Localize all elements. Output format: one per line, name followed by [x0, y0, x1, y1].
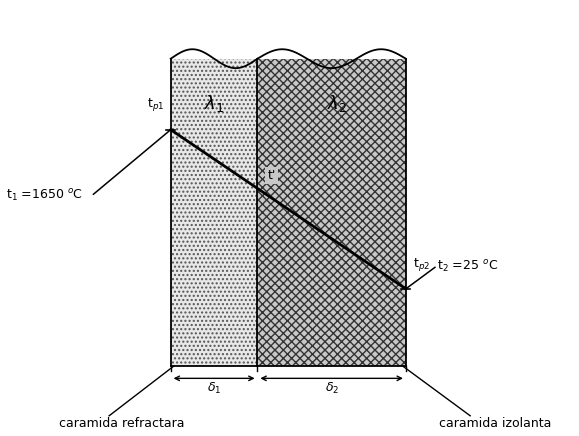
Text: t$_{p1}$: t$_{p1}$ [146, 96, 164, 113]
Text: t': t' [267, 169, 276, 182]
Text: t$_{p2}$: t$_{p2}$ [413, 255, 430, 272]
Text: $\delta_1$: $\delta_1$ [207, 381, 221, 395]
Text: t$_2$ =25 $^o$C: t$_2$ =25 $^o$C [437, 259, 498, 276]
Text: $\delta_2$: $\delta_2$ [324, 381, 339, 395]
Bar [171, 59, 258, 366]
Text: $\lambda_1$: $\lambda_1$ [204, 93, 224, 114]
Bar [171, 59, 258, 366]
Text: t$_1$ =1650 $^o$C: t$_1$ =1650 $^o$C [6, 188, 83, 204]
Bar [258, 59, 406, 366]
Text: caramida izolanta: caramida izolanta [439, 417, 552, 429]
Text: caramida refractara: caramida refractara [58, 417, 184, 429]
Text: $\lambda_2$: $\lambda_2$ [327, 93, 347, 114]
Bar [258, 59, 406, 366]
